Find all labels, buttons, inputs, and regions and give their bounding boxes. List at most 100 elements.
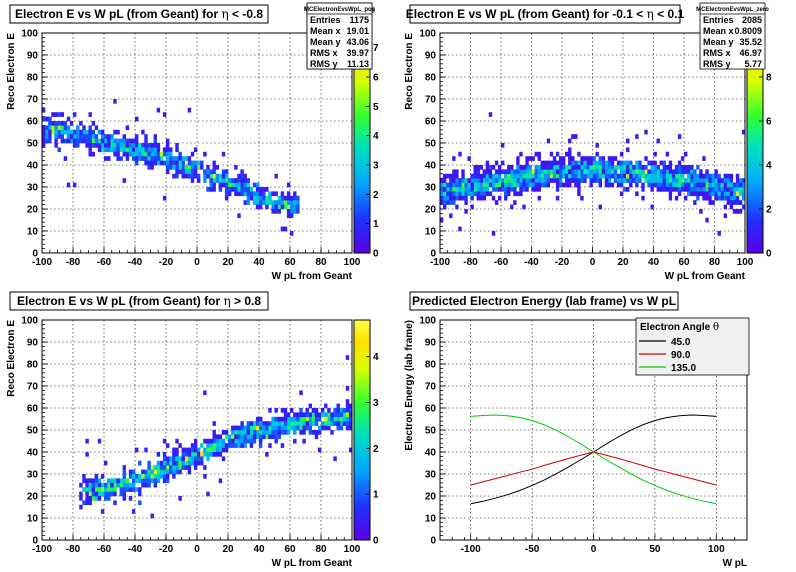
heatmap-cell — [97, 487, 102, 492]
heatmap-cell — [113, 491, 117, 497]
y-tick-label: 40 — [425, 161, 437, 172]
heatmap-cell — [197, 165, 201, 170]
heatmap-cell — [135, 487, 139, 492]
heatmap-cell — [656, 138, 660, 144]
heatmap-cell — [305, 412, 309, 418]
heatmap-cell — [169, 156, 173, 161]
heatmap-cell — [513, 200, 517, 205]
heatmap-cell — [623, 169, 627, 175]
heatmap-cell — [684, 169, 688, 175]
chart-title: Electron E vs W pL (from Geant) for η < … — [15, 7, 263, 21]
heatmap-cell — [119, 478, 123, 484]
heatmap-cell — [286, 204, 291, 210]
heatmap-cell — [705, 191, 709, 197]
heatmap-cell — [150, 156, 154, 161]
heatmap-cell — [82, 138, 86, 144]
heatmap-cell — [135, 138, 139, 144]
heatmap-cell — [540, 182, 544, 188]
heatmap-cell — [333, 421, 337, 426]
heatmap-cell — [162, 438, 167, 444]
heatmap-cell — [558, 165, 563, 170]
heatmap-cell — [482, 187, 487, 192]
heatmap-cell — [187, 165, 192, 170]
heatmap-cell — [516, 160, 520, 166]
heatmap-cell — [674, 173, 679, 179]
heatmap-cell — [299, 425, 303, 431]
heatmap-cell — [290, 213, 294, 219]
heatmap-cell — [215, 178, 219, 183]
heatmap-cell — [324, 412, 328, 418]
heatmap-cell — [45, 116, 49, 122]
heatmap-cell — [296, 425, 300, 431]
heatmap-cell — [125, 478, 130, 484]
heatmap-cell — [255, 200, 260, 205]
heatmap-cell — [113, 143, 117, 148]
heatmap-cell — [141, 469, 145, 475]
heatmap-cell — [249, 430, 254, 435]
heatmap-cell — [255, 425, 260, 431]
heatmap-cell — [88, 138, 92, 144]
heatmap-cell — [345, 386, 350, 391]
heatmap-cell — [218, 438, 223, 444]
y-tick-label: 90 — [425, 338, 437, 349]
heatmap-cell — [671, 178, 676, 183]
heatmap-cell — [255, 421, 260, 426]
heatmap-cell — [147, 478, 151, 484]
heatmap-cell — [479, 178, 483, 183]
heatmap-cell — [116, 482, 120, 488]
heatmap-cell — [190, 178, 195, 183]
heatmap-cell — [470, 173, 474, 179]
heatmap-cell — [528, 156, 532, 161]
heatmap-cell — [321, 408, 325, 413]
heatmap-cell — [69, 134, 74, 139]
heatmap-cell — [88, 134, 92, 139]
heatmap-cell — [558, 160, 563, 166]
heatmap-cell — [476, 173, 480, 179]
heatmap-cell — [153, 147, 157, 153]
heatmap-cell — [488, 165, 493, 170]
x-tick-label: 0 — [591, 544, 597, 555]
heatmap-cell — [443, 182, 447, 188]
stats-value: 1175 — [349, 15, 369, 25]
heatmap-cell — [193, 438, 198, 444]
heatmap-cell — [537, 151, 541, 157]
heatmap-cell — [650, 204, 654, 210]
heatmap-cell — [568, 173, 572, 179]
heatmap-cell — [501, 178, 505, 183]
heatmap-cell — [110, 487, 114, 492]
heatmap-cell — [494, 178, 499, 183]
heatmap-cell — [228, 443, 232, 448]
heatmap-cell — [45, 129, 49, 135]
heatmap-cell — [85, 452, 89, 457]
heatmap-cell — [497, 165, 502, 170]
chart-title-part: < -0.8 — [229, 7, 264, 21]
heatmap-cell — [574, 178, 578, 183]
heatmap-cell — [135, 134, 139, 139]
heatmap-cell — [440, 200, 444, 205]
heatmap-cell — [653, 151, 657, 157]
heatmap-cell — [268, 200, 272, 205]
heatmap-cell — [141, 143, 145, 148]
heatmap-cell — [491, 182, 496, 188]
x-tick-label: -80 — [66, 257, 81, 268]
heatmap-cell — [501, 187, 505, 192]
heatmap-cell — [172, 474, 176, 479]
heatmap-cell — [610, 165, 615, 170]
heatmap-cell — [63, 121, 68, 126]
heatmap-cell — [516, 173, 520, 179]
heatmap-cell — [172, 173, 176, 179]
heatmap-cell — [714, 195, 718, 201]
heatmap-cell — [525, 156, 529, 161]
heatmap-cell — [131, 474, 136, 479]
heatmap-cell — [156, 465, 161, 470]
heatmap-cell — [224, 178, 229, 183]
heatmap-cell — [464, 182, 468, 188]
heatmap-cell — [283, 421, 288, 426]
heatmap-cell — [290, 425, 294, 431]
heatmap-cell — [738, 209, 743, 214]
heatmap-cell — [156, 474, 161, 479]
heatmap-cell — [586, 169, 590, 175]
heatmap-cell — [48, 121, 52, 126]
heatmap-cell — [206, 169, 210, 175]
heatmap-cell — [607, 169, 612, 175]
